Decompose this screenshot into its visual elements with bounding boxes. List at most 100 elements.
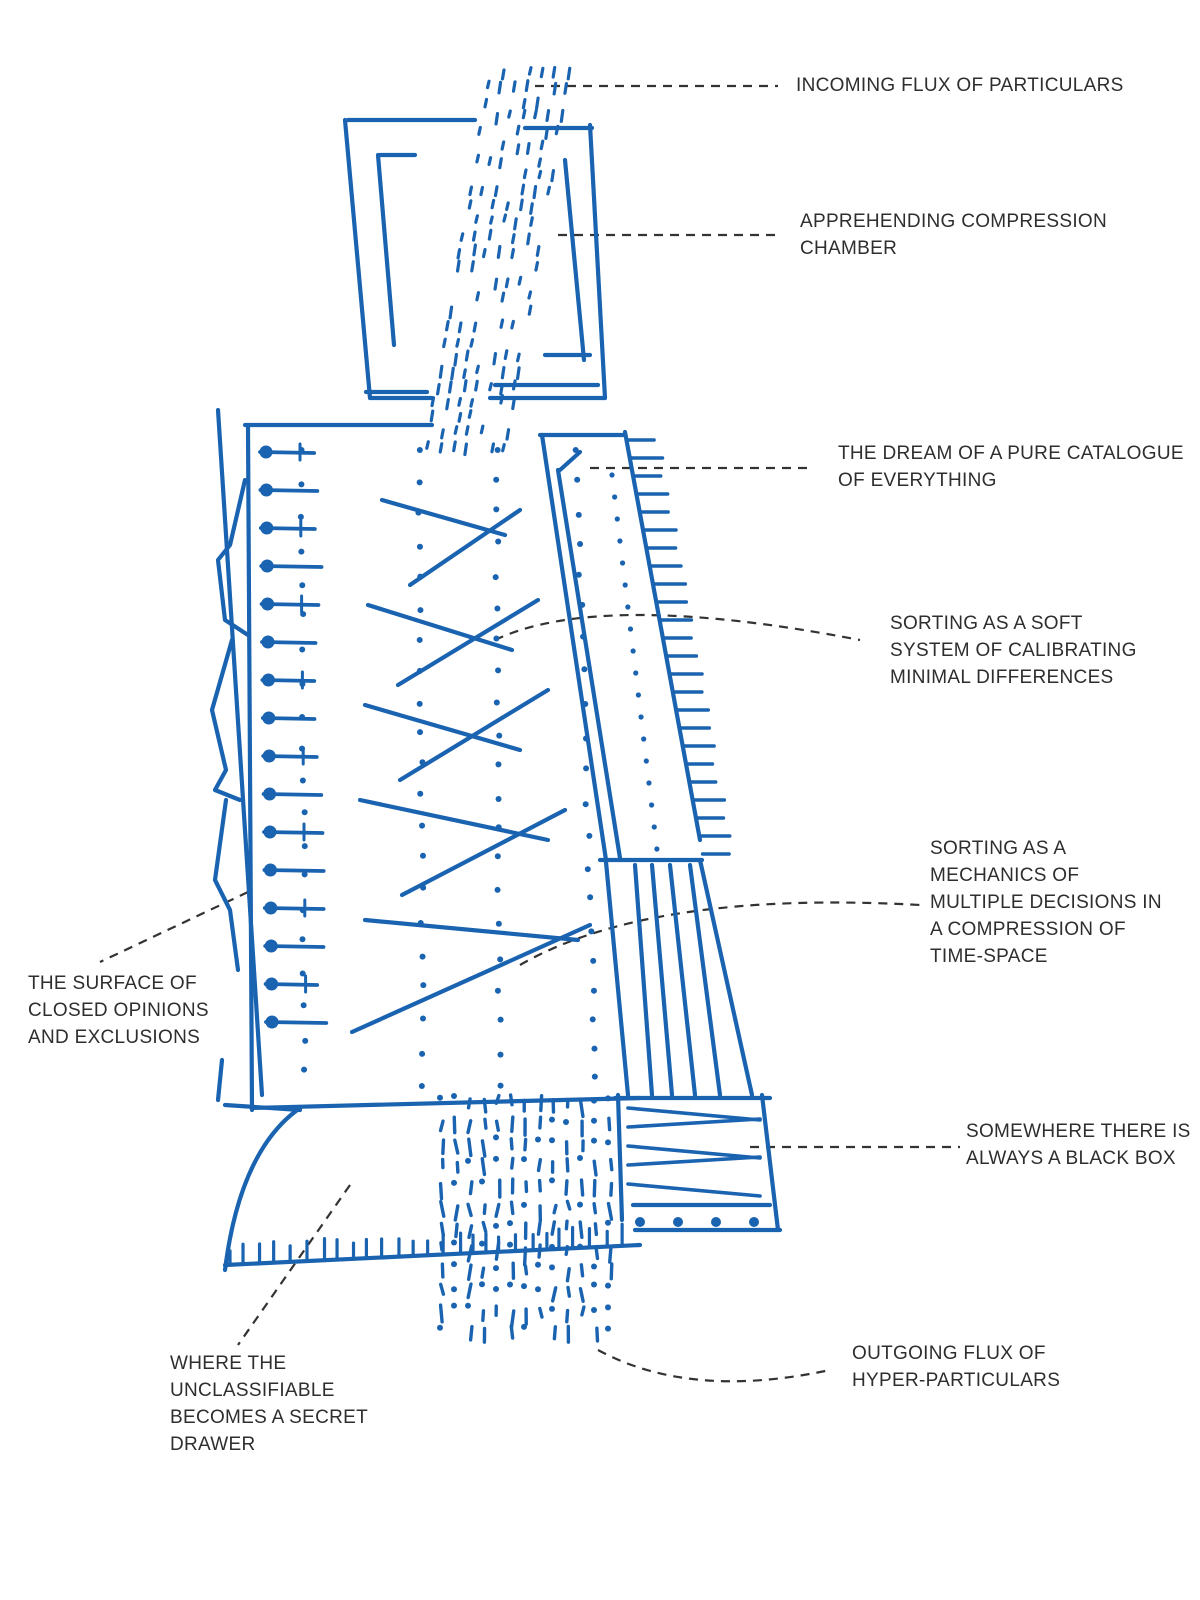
pin-head	[260, 521, 274, 535]
flux-stroke	[457, 321, 463, 334]
outgoing-stroke	[607, 1116, 612, 1132]
flux-stroke	[438, 364, 444, 379]
guide-dot	[497, 1051, 504, 1058]
guide-dot	[494, 853, 501, 860]
flux-stroke	[453, 352, 459, 367]
flux-stroke	[500, 140, 506, 151]
outgoing-dot	[577, 1155, 583, 1162]
flux-stroke	[527, 66, 533, 76]
flux-stroke	[526, 232, 531, 246]
outgoing-stroke	[494, 1119, 500, 1132]
outgoing-stroke	[455, 1160, 460, 1174]
flux-stroke	[462, 368, 467, 380]
outgoing-stroke	[579, 1178, 585, 1197]
label-line: AND EXCLUSIONS	[28, 1027, 201, 1048]
panel-dot	[622, 582, 628, 588]
outgoing-dot	[605, 1139, 611, 1146]
outgoing-stroke	[538, 1306, 544, 1319]
flux-stroke	[430, 396, 436, 408]
chute-drawing	[603, 857, 755, 1098]
guide-dot	[495, 667, 502, 674]
guide-dot	[572, 447, 579, 453]
label-mechanics: SORTING AS A MECHANICS OF MULTIPLE DECIS…	[930, 835, 1162, 970]
flux-stroke	[529, 202, 534, 215]
outgoing-stroke	[592, 1202, 598, 1215]
outgoing-dot	[521, 1283, 527, 1290]
guide-dot	[420, 982, 427, 989]
flux-stroke	[510, 233, 516, 245]
guide-dot	[494, 886, 501, 893]
flux-stroke	[436, 383, 441, 396]
flux-stroke	[537, 157, 542, 168]
outgoing-stroke	[467, 1137, 473, 1158]
outgoing-dot	[605, 1095, 611, 1102]
flux-stroke	[479, 185, 485, 197]
flux-stroke	[507, 109, 512, 119]
pin-head	[259, 445, 273, 459]
outgoing-stroke	[594, 1244, 600, 1261]
panel-dot	[630, 648, 636, 654]
outgoing-dot	[577, 1243, 583, 1250]
leader-secret-drawer	[237, 1184, 351, 1346]
flux-stroke	[469, 338, 475, 348]
pin-head	[262, 711, 276, 725]
outgoing-stroke	[578, 1220, 584, 1240]
flux-stroke	[497, 80, 503, 95]
flux-stroke	[464, 425, 470, 436]
flux-stroke	[496, 244, 502, 259]
outgoing-stroke	[482, 1203, 487, 1216]
outgoing-stroke	[579, 1263, 585, 1278]
guide-dot	[574, 476, 581, 483]
outgoing-stroke	[564, 1219, 569, 1231]
guide-dot	[420, 1015, 427, 1022]
label-line: INCOMING FLUX OF PARTICULARS	[796, 75, 1124, 96]
label-line: SORTING AS A	[930, 838, 1067, 859]
guide-dot	[583, 765, 590, 772]
flux-stroke	[479, 424, 485, 435]
flux-stroke	[505, 428, 511, 441]
flux-stroke	[463, 442, 468, 457]
outgoing-stroke	[509, 1200, 515, 1216]
flux-stroke	[472, 321, 478, 333]
outgoing-dot	[451, 1092, 457, 1099]
flux-stroke	[563, 82, 569, 95]
outgoing-stroke	[481, 1220, 488, 1234]
flux-stroke	[503, 349, 509, 361]
outgoing-dot	[535, 1286, 541, 1293]
flux-stroke	[534, 260, 540, 272]
flux-stroke	[477, 125, 482, 136]
guide-dot	[417, 790, 424, 797]
flux-stroke	[487, 156, 493, 167]
outgoing-stroke	[538, 1115, 543, 1130]
guide-dot	[494, 605, 501, 612]
guide-dot	[493, 506, 500, 513]
guide-dot	[299, 936, 306, 943]
flux-stroke	[457, 411, 463, 423]
flux-stroke	[442, 337, 447, 349]
flux-stroke	[483, 97, 489, 109]
outgoing-stroke	[441, 1138, 446, 1156]
outgoing-stroke	[466, 1282, 473, 1300]
guide-dot	[300, 611, 307, 618]
label-pure-catalogue: THE DREAM OF A PURE CATALOGUE OF EVERYTH…	[838, 440, 1184, 494]
outgoing-dot	[437, 1094, 443, 1101]
outgoing-dot	[521, 1201, 527, 1208]
outgoing-dot	[493, 1155, 499, 1162]
flux-stroke	[468, 185, 474, 197]
guide-dot	[582, 701, 589, 708]
label-incoming-flux: INCOMING FLUX OF PARTICULARS	[796, 72, 1124, 99]
outgoing-stroke	[453, 1204, 460, 1222]
outgoing-stroke	[438, 1303, 444, 1324]
outgoing-dot	[451, 1179, 457, 1186]
guide-dot	[301, 809, 308, 816]
outgoing-stroke	[438, 1181, 444, 1201]
outgoing-stroke	[552, 1203, 558, 1215]
label-line: HYPER-PARTICULARS	[852, 1370, 1061, 1391]
pin-head	[262, 749, 276, 763]
outgoing-dot	[521, 1323, 527, 1330]
flux-stroke	[559, 108, 565, 123]
flux-stroke	[499, 394, 505, 405]
pin-head	[264, 901, 278, 915]
flux-stroke	[515, 143, 521, 156]
outgoing-stroke	[466, 1119, 473, 1135]
